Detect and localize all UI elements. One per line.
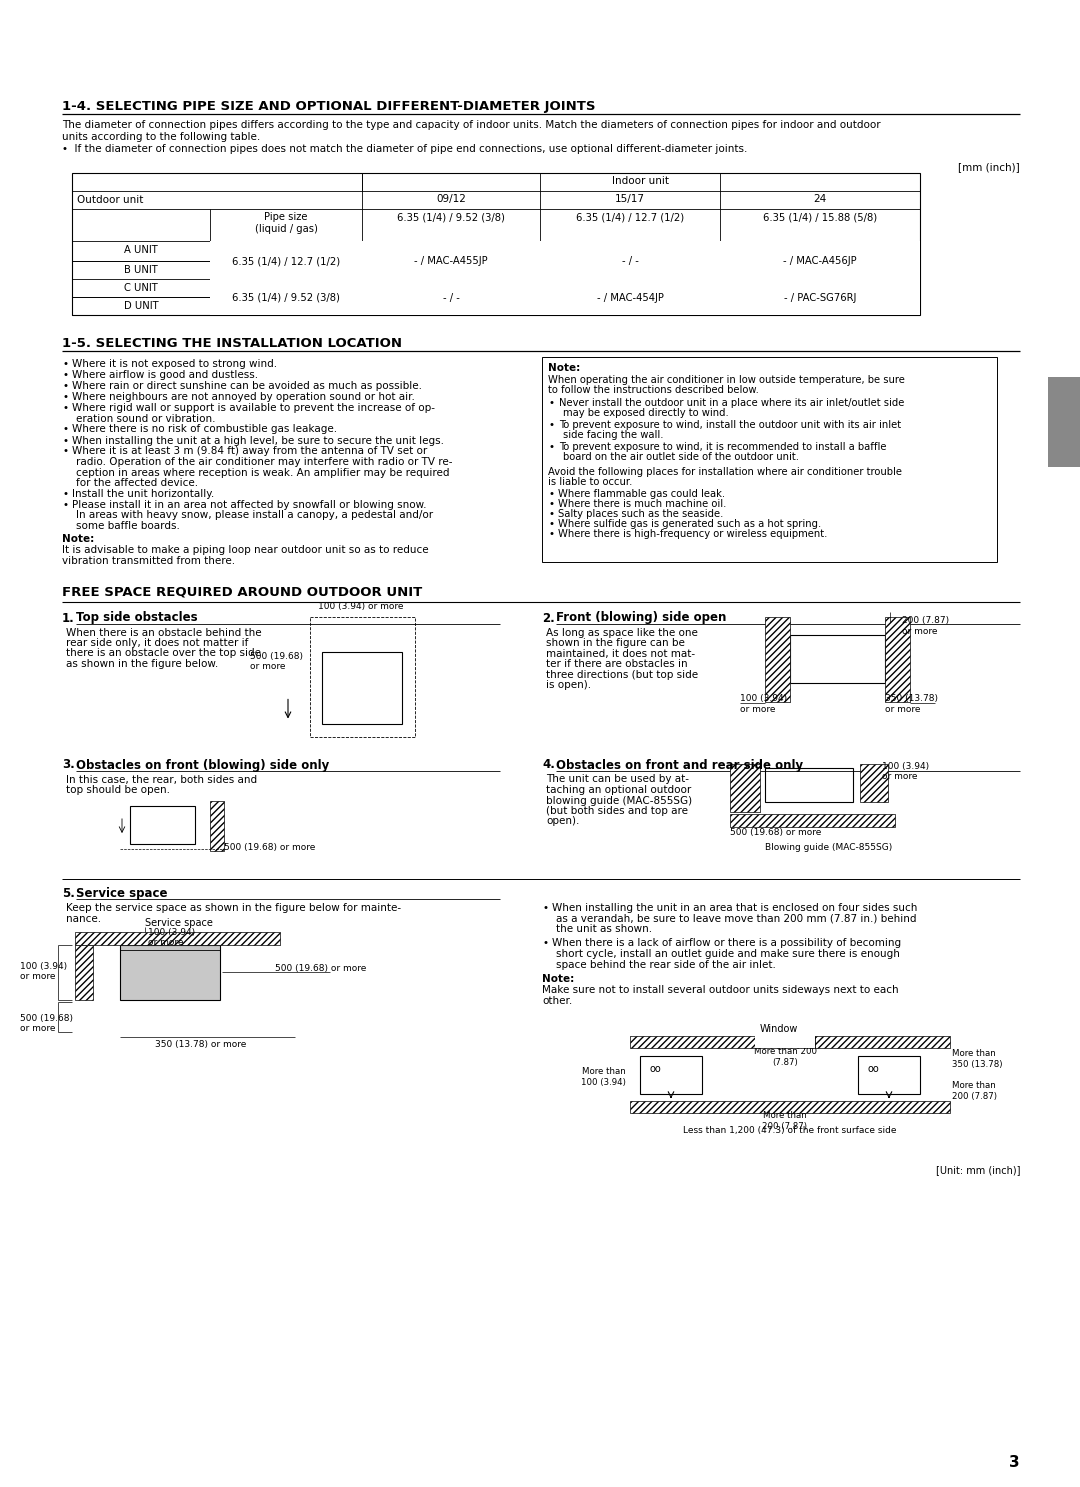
Bar — [720, 280, 920, 315]
Bar — [630, 1035, 950, 1047]
Text: 6.35 (1/4) / 12.7 (1/2): 6.35 (1/4) / 12.7 (1/2) — [576, 213, 684, 222]
Text: 350 (13.78)
or more: 350 (13.78) or more — [885, 694, 939, 714]
Text: Where airflow is good and dustless.: Where airflow is good and dustless. — [72, 370, 258, 381]
Text: •: • — [548, 489, 554, 500]
Text: D UNIT: D UNIT — [124, 300, 159, 311]
Text: nance.: nance. — [66, 913, 102, 923]
Text: •: • — [63, 436, 69, 446]
Bar — [310, 617, 415, 736]
Text: oo: oo — [649, 1063, 661, 1074]
Text: 6.35 (1/4) / 9.52 (3/8): 6.35 (1/4) / 9.52 (3/8) — [232, 293, 340, 303]
Text: •: • — [542, 903, 548, 913]
Text: is open).: is open). — [546, 680, 591, 690]
Text: 6.35 (1/4) / 9.52 (3/8): 6.35 (1/4) / 9.52 (3/8) — [397, 213, 505, 222]
Text: Where rain or direct sunshine can be avoided as much as possible.: Where rain or direct sunshine can be avo… — [72, 381, 422, 391]
Text: (but both sides and top are: (but both sides and top are — [546, 806, 688, 816]
Text: When there is an obstacle behind the: When there is an obstacle behind the — [66, 628, 261, 638]
Text: Where there is high-frequency or wireless equipment.: Where there is high-frequency or wireles… — [558, 529, 827, 538]
Text: 2.: 2. — [542, 611, 555, 625]
Bar — [730, 813, 895, 827]
Bar — [540, 241, 720, 280]
Text: 1.: 1. — [62, 611, 75, 625]
Text: •: • — [63, 500, 69, 510]
Text: to follow the instructions described below.: to follow the instructions described bel… — [548, 385, 759, 396]
Text: Avoid the following places for installation where air conditioner trouble: Avoid the following places for installat… — [548, 467, 902, 477]
Text: •: • — [548, 399, 554, 407]
Text: Please install it in an area not affected by snowfall or blowing snow.: Please install it in an area not affecte… — [72, 500, 427, 510]
Text: 6.35 (1/4) / 9.52 (3/8): 6.35 (1/4) / 9.52 (3/8) — [232, 283, 340, 293]
Text: •: • — [63, 489, 69, 500]
Text: board on the air outlet side of the outdoor unit.: board on the air outlet side of the outd… — [563, 452, 799, 462]
Text: [mm (inch)]: [mm (inch)] — [958, 162, 1020, 172]
Bar — [765, 767, 853, 801]
Text: More than 200
(7.87): More than 200 (7.87) — [754, 1047, 816, 1066]
Text: 4.: 4. — [542, 758, 555, 772]
Text: Front (blowing) side open: Front (blowing) side open — [556, 611, 727, 625]
Bar — [789, 635, 885, 683]
Bar — [860, 763, 888, 801]
Text: - / MAC-454JP: - / MAC-454JP — [596, 293, 663, 303]
Bar — [210, 241, 362, 280]
Text: Where there is much machine oil.: Where there is much machine oil. — [558, 500, 727, 509]
Text: In areas with heavy snow, please install a canopy, a pedestal and/or: In areas with heavy snow, please install… — [76, 510, 433, 520]
Bar — [362, 241, 540, 280]
Bar — [322, 651, 402, 724]
Text: •: • — [548, 500, 554, 509]
Bar — [1048, 378, 1080, 467]
Text: 100 (3.94)
or more: 100 (3.94) or more — [882, 761, 929, 781]
Text: •: • — [63, 393, 69, 401]
Text: •: • — [63, 403, 69, 413]
Bar — [765, 617, 789, 702]
Text: Outdoor unit: Outdoor unit — [77, 195, 144, 205]
Text: Install the unit horizontally.: Install the unit horizontally. — [72, 489, 214, 500]
Text: Service space: Service space — [145, 917, 213, 928]
Text: - / PAC-SG76RJ: - / PAC-SG76RJ — [784, 283, 856, 293]
Text: open).: open). — [546, 816, 579, 827]
Text: - / -: - / - — [622, 245, 638, 254]
Text: •: • — [63, 358, 69, 369]
Text: short cycle, install an outlet guide and make sure there is enough: short cycle, install an outlet guide and… — [556, 949, 900, 959]
Text: 3.: 3. — [62, 758, 75, 772]
Text: •: • — [63, 424, 69, 434]
Text: Service space: Service space — [76, 888, 167, 900]
Bar — [858, 1056, 920, 1093]
Text: B UNIT: B UNIT — [124, 265, 158, 275]
Text: C UNIT: C UNIT — [124, 283, 158, 293]
Text: •: • — [63, 381, 69, 391]
Text: Window: Window — [760, 1023, 798, 1033]
Text: When there is a lack of airflow or there is a possibility of becoming: When there is a lack of airflow or there… — [552, 938, 901, 949]
Text: taching an optional outdoor: taching an optional outdoor — [546, 785, 691, 796]
Text: 6.35 (1/4) / 12.7 (1/2): 6.35 (1/4) / 12.7 (1/2) — [232, 245, 340, 254]
Text: - / MAC-454JP: - / MAC-454JP — [596, 283, 663, 293]
Text: 15/17: 15/17 — [615, 193, 645, 204]
Text: 6.35 (1/4) / 12.7 (1/2): 6.35 (1/4) / 12.7 (1/2) — [232, 256, 340, 266]
Text: 5.: 5. — [62, 888, 75, 900]
Text: It is advisable to make a piping loop near outdoor unit so as to reduce: It is advisable to make a piping loop ne… — [62, 546, 429, 555]
Text: Where it is at least 3 m (9.84 ft) away from the antenna of TV set or: Where it is at least 3 m (9.84 ft) away … — [72, 446, 428, 457]
Text: - / MAC-A455JP: - / MAC-A455JP — [415, 256, 488, 266]
Text: •: • — [548, 519, 554, 529]
Text: - / -: - / - — [622, 256, 638, 266]
Text: 1-5. SELECTING THE INSTALLATION LOCATION: 1-5. SELECTING THE INSTALLATION LOCATION — [62, 338, 402, 349]
Bar — [120, 944, 220, 999]
Bar — [885, 617, 910, 702]
Text: More than
200 (7.87): More than 200 (7.87) — [951, 1081, 997, 1100]
Text: 200 (7.87)
or more: 200 (7.87) or more — [902, 617, 949, 636]
Text: 500 (19.68) or more: 500 (19.68) or more — [224, 843, 315, 852]
Bar — [540, 280, 720, 315]
Text: Less than 1,200 (47.3) of the front surface side: Less than 1,200 (47.3) of the front surf… — [684, 1126, 896, 1135]
Text: Note:: Note: — [548, 363, 580, 373]
Text: 100 (3.94) or more: 100 (3.94) or more — [318, 602, 404, 611]
Text: •: • — [548, 442, 554, 452]
Text: Where it is not exposed to strong wind.: Where it is not exposed to strong wind. — [72, 358, 278, 369]
Text: Make sure not to install several outdoor units sideways next to each: Make sure not to install several outdoor… — [542, 984, 899, 995]
Bar — [72, 172, 920, 315]
Text: •: • — [548, 419, 554, 430]
Text: - / MAC-A455JP: - / MAC-A455JP — [415, 245, 488, 254]
Text: top should be open.: top should be open. — [66, 785, 170, 796]
Bar — [542, 357, 997, 562]
Text: - / -: - / - — [443, 293, 459, 303]
Bar — [755, 1035, 815, 1047]
Text: When installing the unit at a high level, be sure to secure the unit legs.: When installing the unit at a high level… — [72, 436, 444, 446]
Text: other.: other. — [542, 995, 572, 1005]
